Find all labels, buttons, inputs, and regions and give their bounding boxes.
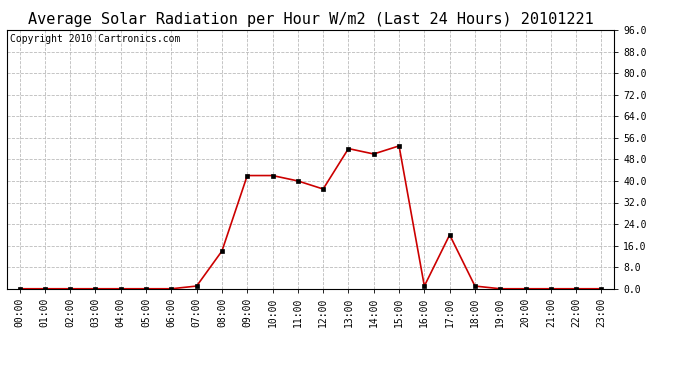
Text: Copyright 2010 Cartronics.com: Copyright 2010 Cartronics.com bbox=[10, 34, 180, 44]
Title: Average Solar Radiation per Hour W/m2 (Last 24 Hours) 20101221: Average Solar Radiation per Hour W/m2 (L… bbox=[28, 12, 593, 27]
